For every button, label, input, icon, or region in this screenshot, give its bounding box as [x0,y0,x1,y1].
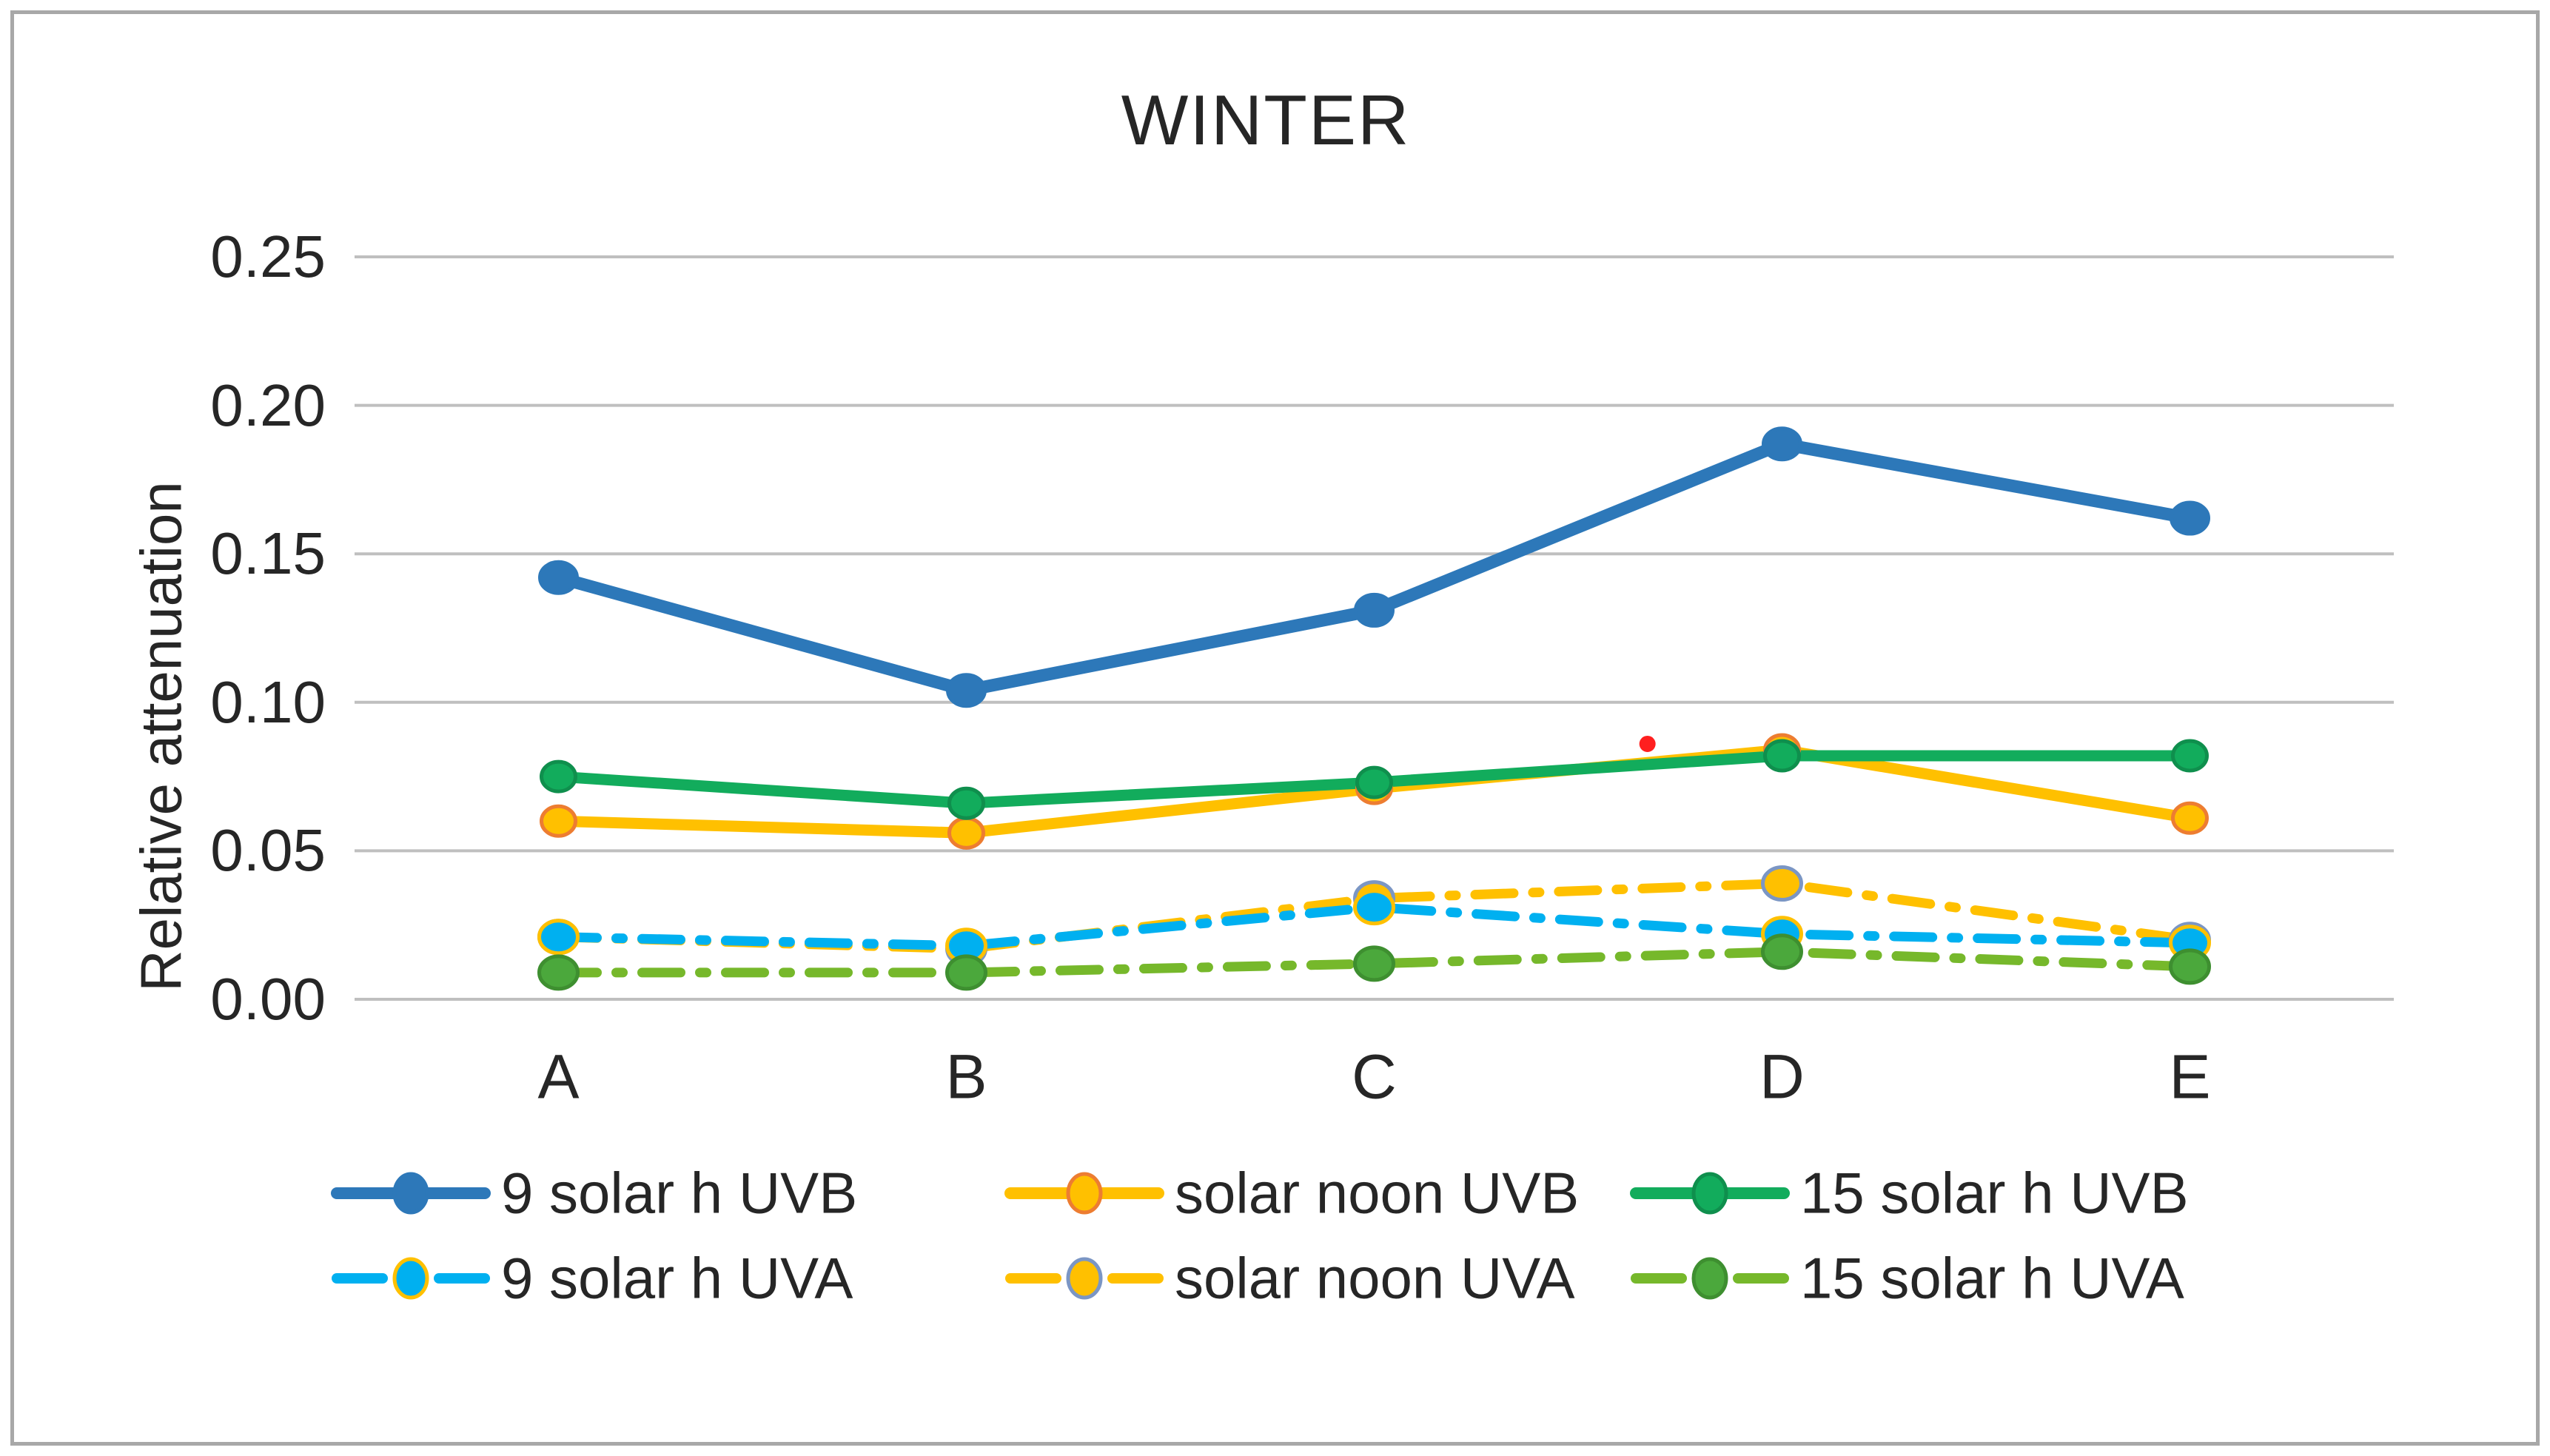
x-category-label: B [945,1041,987,1112]
data-point-marker [947,816,985,850]
figure-border [10,10,2540,1446]
legend-item-15-solar-h-uvb [1630,1172,1790,1215]
y-axis-title: Relative attenuation [128,481,194,992]
legend-item-9-solar-h-uva [332,1257,490,1300]
legend-swatch-marker [1691,1257,1728,1300]
data-point-marker [947,786,985,820]
chart-title: WINTER [1121,81,1411,160]
data-point-marker [538,560,579,595]
data-point-marker [537,919,580,956]
legend-item-15-solar-h-uva [1631,1257,1789,1300]
data-point-marker [1763,739,1801,773]
legend-item-label: 15 solar h UVB [1800,1160,2189,1226]
legend-item-label: solar noon UVA [1175,1245,1575,1311]
legend-item-label: solar noon UVB [1175,1160,1580,1226]
legend-swatch-marker [1066,1172,1103,1215]
y-tick-label: 0.00 [210,966,326,1032]
annotation-red-dot [1639,735,1656,752]
data-point-marker [1355,765,1393,799]
data-point-marker [1354,592,1395,628]
legend-item-label: 9 solar h UVB [501,1160,858,1226]
legend-swatch-marker [1691,1172,1728,1215]
x-category-label: D [1759,1041,1805,1112]
x-category-label: A [537,1041,580,1112]
y-tick-label: 0.20 [210,372,326,438]
data-point-marker [540,804,577,838]
x-category-label: E [2169,1041,2211,1112]
legend-item-solar-noon-uvb [1004,1172,1164,1215]
data-point-marker [2169,948,2211,985]
legend-swatch-marker [392,1257,429,1300]
legend-swatch-marker [392,1172,429,1215]
legend-item-solar-noon-uva [1005,1257,1164,1300]
data-point-marker [2171,801,2209,835]
data-point-marker [1353,889,1395,926]
y-tick-label: 0.15 [210,520,326,587]
data-point-marker [945,954,987,991]
data-point-marker [2171,739,2209,773]
data-point-marker [2170,500,2210,536]
data-point-marker [1353,945,1395,982]
legend-item-label: 9 solar h UVA [501,1245,853,1311]
legend-item-label: 15 solar h UVA [1800,1245,2184,1311]
data-point-marker [537,954,580,991]
data-point-marker [1761,933,1803,970]
data-point-marker [1762,426,1802,462]
x-category-label: C [1352,1041,1397,1112]
data-point-marker [946,673,987,708]
legend-item-9-solar-h-uvb [331,1172,491,1215]
data-point-marker [540,759,577,794]
y-tick-label: 0.05 [210,817,326,884]
y-tick-label: 0.10 [210,668,326,735]
y-tick-label: 0.25 [210,224,326,289]
series-line-9-solar-h-uvb [552,437,2196,697]
legend-swatch-marker [1066,1257,1103,1300]
data-point-marker [1761,865,1803,902]
